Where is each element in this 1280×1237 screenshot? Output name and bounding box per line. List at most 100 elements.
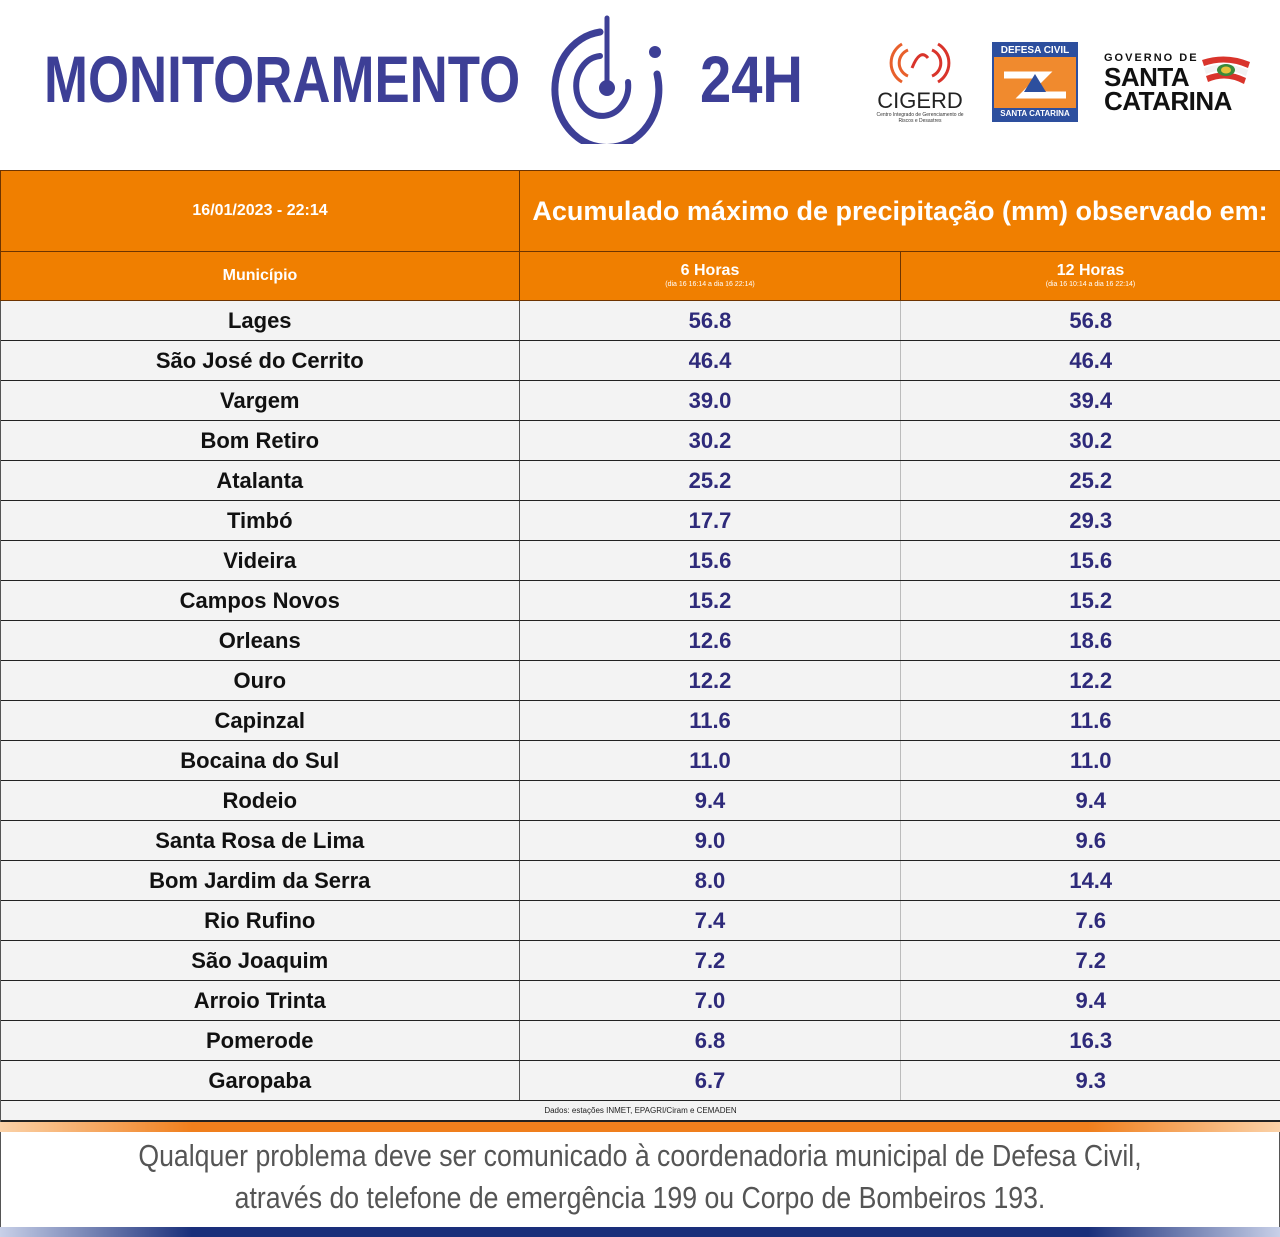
value-12h-cell: 11.6 (900, 700, 1280, 741)
municipio-cell: Vargem (0, 380, 520, 421)
governo-de-label: GOVERNO DE (1104, 52, 1199, 64)
signal-waves-icon (889, 42, 951, 84)
value-6h-cell: 7.2 (519, 940, 901, 981)
column-header-12h: 12 Horas (dia 16 10:14 a dia 16 22:14) (900, 251, 1280, 301)
value-6h-cell: 15.2 (519, 580, 901, 621)
data-source-row: Dados: estações INMET, EPAGRI/Ciram e CE… (0, 1100, 1280, 1122)
column-header-municipio: Município (0, 251, 520, 301)
value-12h-cell: 9.6 (900, 820, 1280, 861)
table-row: Garopaba 6.7 9.3 (0, 1060, 1280, 1101)
column-12h-range: (dia 16 10:14 a dia 16 22:14) (1045, 281, 1136, 288)
value-12h-cell: 29.3 (900, 500, 1280, 541)
precipitation-table: 16/01/2023 - 22:14 Acumulado máximo de p… (0, 170, 1280, 1122)
municipio-cell: Bom Jardim da Serra (0, 860, 520, 901)
table-row: Videira 15.6 15.6 (0, 540, 1280, 581)
value-6h-cell: 11.6 (519, 700, 901, 741)
table-row: Bom Retiro 30.2 30.2 (0, 420, 1280, 461)
municipio-cell: Arroio Trinta (0, 980, 520, 1021)
defesa-civil-logo: DEFESA CIVIL SANTA CATARINA (992, 42, 1078, 122)
municipio-cell: Rio Rufino (0, 900, 520, 941)
value-12h-cell: 56.8 (900, 300, 1280, 341)
value-6h-cell: 9.4 (519, 780, 901, 821)
defesa-civil-triangle-icon (1004, 71, 1066, 99)
value-6h-cell: 7.0 (519, 980, 901, 1021)
value-12h-cell: 16.3 (900, 1020, 1280, 1061)
value-12h-cell: 11.0 (900, 740, 1280, 781)
governo-sc-logo: GOVERNO DE SANTA CATARINA (1104, 48, 1254, 118)
municipio-cell: São Joaquim (0, 940, 520, 981)
blue-divider (0, 1227, 1280, 1237)
municipio-cell: Lages (0, 300, 520, 341)
municipio-cell: Timbó (0, 500, 520, 541)
municipio-cell: Santa Rosa de Lima (0, 820, 520, 861)
table-row: Pomerode 6.8 16.3 (0, 1020, 1280, 1061)
municipio-cell: Orleans (0, 620, 520, 661)
value-6h-cell: 12.6 (519, 620, 901, 661)
municipio-cell: Atalanta (0, 460, 520, 501)
municipio-cell: Bocaina do Sul (0, 740, 520, 781)
municipio-cell: Videira (0, 540, 520, 581)
value-6h-cell: 11.0 (519, 740, 901, 781)
santa-label: SANTA (1104, 62, 1190, 92)
column-6h-range: (dia 16 16:14 a dia 16 22:14) (665, 281, 755, 288)
value-12h-cell: 7.6 (900, 900, 1280, 941)
municipio-cell: São José do Cerrito (0, 340, 520, 381)
value-12h-cell: 12.2 (900, 660, 1280, 701)
municipio-cell: Rodeio (0, 780, 520, 821)
page-header: MONITORAMENTO 24H CIGERD Centro Integrad… (0, 0, 1280, 170)
value-12h-cell: 18.6 (900, 620, 1280, 661)
table-row: Vargem 39.0 39.4 (0, 380, 1280, 421)
value-12h-cell: 15.2 (900, 580, 1280, 621)
radar-logo-icon (551, 15, 663, 144)
table-row: Atalanta 25.2 25.2 (0, 460, 1280, 501)
table-row: Campos Novos 15.2 15.2 (0, 580, 1280, 621)
table-row: Lages 56.8 56.8 (0, 300, 1280, 341)
defesa-civil-box: DEFESA CIVIL SANTA CATARINA (992, 42, 1078, 122)
table-row: Timbó 17.7 29.3 (0, 500, 1280, 541)
table-row: Bocaina do Sul 11.0 11.0 (0, 740, 1280, 781)
data-source: Dados: estações INMET, EPAGRI/Ciram e CE… (0, 1100, 1280, 1122)
value-6h-cell: 46.4 (519, 340, 901, 381)
table-row: Bom Jardim da Serra 8.0 14.4 (0, 860, 1280, 901)
value-12h-cell: 30.2 (900, 420, 1280, 461)
value-6h-cell: 15.6 (519, 540, 901, 581)
table-row: Rio Rufino 7.4 7.6 (0, 900, 1280, 941)
value-6h-cell: 9.0 (519, 820, 901, 861)
value-6h-cell: 8.0 (519, 860, 901, 901)
catarina-label: CATARINA (1104, 86, 1232, 116)
monitoramento-title: MONITORAMENTO (44, 42, 521, 116)
municipio-cell: Ouro (0, 660, 520, 701)
table-row: São José do Cerrito 46.4 46.4 (0, 340, 1280, 381)
value-12h-cell: 14.4 (900, 860, 1280, 901)
table-row: Arroio Trinta 7.0 9.4 (0, 980, 1280, 1021)
municipio-cell: Bom Retiro (0, 420, 520, 461)
value-6h-cell: 30.2 (519, 420, 901, 461)
footer-line-1: Qualquer problema deve ser comunicado à … (138, 1138, 1142, 1173)
value-12h-cell: 25.2 (900, 460, 1280, 501)
24h-label: 24H (700, 42, 803, 116)
value-12h-cell: 7.2 (900, 940, 1280, 981)
municipio-cell: Pomerode (0, 1020, 520, 1061)
cigerd-subtitle: Centro Integrado de Gerenciamento de Ris… (876, 112, 964, 124)
value-6h-cell: 6.7 (519, 1060, 901, 1101)
table-row: Orleans 12.6 18.6 (0, 620, 1280, 661)
table-row: Rodeio 9.4 9.4 (0, 780, 1280, 821)
municipio-cell: Campos Novos (0, 580, 520, 621)
column-6h-label: 6 Horas (680, 262, 740, 279)
column-header-row: Município 6 Horas (dia 16 16:14 a dia 16… (0, 251, 1280, 301)
table-header-row: 16/01/2023 - 22:14 Acumulado máximo de p… (0, 170, 1280, 252)
table-title: Acumulado máximo de precipitação (mm) ob… (519, 170, 1280, 252)
value-12h-cell: 39.4 (900, 380, 1280, 421)
cigerd-name: CIGERD (877, 88, 963, 113)
municipio-cell: Garopaba (0, 1060, 520, 1101)
report-datetime: 16/01/2023 - 22:14 (0, 170, 520, 252)
value-6h-cell: 17.7 (519, 500, 901, 541)
table-row: São Joaquim 7.2 7.2 (0, 940, 1280, 981)
column-header-6h: 6 Horas (dia 16 16:14 a dia 16 22:14) (519, 251, 901, 301)
value-6h-cell: 7.4 (519, 900, 901, 941)
value-12h-cell: 9.4 (900, 780, 1280, 821)
value-6h-cell: 12.2 (519, 660, 901, 701)
value-6h-cell: 25.2 (519, 460, 901, 501)
footer-line-2: através do telefone de emergência 199 ou… (234, 1180, 1046, 1215)
orange-divider (0, 1122, 1280, 1132)
